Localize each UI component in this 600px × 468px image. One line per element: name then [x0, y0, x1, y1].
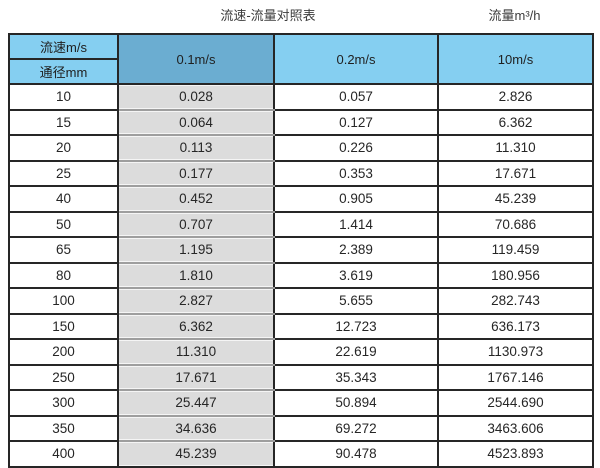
flow-value-cell: 0.028	[117, 83, 275, 111]
table-row: 250 17.671 35.343 1767.146	[8, 363, 594, 391]
flow-value-cell: 0.353	[273, 159, 439, 187]
flow-value-cell: 3463.606	[437, 414, 594, 442]
diameter-cell: 250	[8, 363, 119, 391]
table-row: 350 34.636 69.272 3463.606	[8, 414, 594, 442]
table-row: 200 11.310 22.619 1130.973	[8, 338, 594, 366]
flow-value-cell: 34.636	[117, 414, 275, 442]
flow-value-cell: 2.826	[437, 83, 594, 111]
flow-value-cell: 45.239	[117, 440, 275, 468]
table-row: 400 45.239 90.478 4523.893	[8, 440, 594, 468]
flow-value-cell: 69.272	[273, 414, 439, 442]
flow-value-cell: 0.226	[273, 134, 439, 162]
table-row: 300 25.447 50.894 2544.690	[8, 389, 594, 417]
corner-cell-diameter: 通径mm	[8, 58, 119, 85]
diameter-cell: 200	[8, 338, 119, 366]
diameter-cell: 150	[8, 312, 119, 340]
flow-value-cell: 3.619	[273, 261, 439, 289]
flow-value-cell: 12.723	[273, 312, 439, 340]
diameter-cell: 20	[8, 134, 119, 162]
flow-value-cell: 119.459	[437, 236, 594, 264]
table-row: 40 0.452 0.905 45.239	[8, 185, 594, 213]
diameter-cell: 350	[8, 414, 119, 442]
flow-value-cell: 90.478	[273, 440, 439, 468]
diameter-cell: 400	[8, 440, 119, 468]
diameter-cell: 40	[8, 185, 119, 213]
flow-value-cell: 0.113	[117, 134, 275, 162]
flow-value-cell: 25.447	[117, 389, 275, 417]
flow-value-cell: 6.362	[437, 108, 594, 136]
page-title: 流速-流量对照表	[220, 8, 316, 23]
flow-rate-table: 流速m/s 0.1m/s 0.2m/s 10m/s 通径mm 10 0.028 0.…	[8, 33, 594, 468]
flow-value-cell: 1.195	[117, 236, 275, 264]
flow-value-cell: 35.343	[273, 363, 439, 391]
table-row: 20 0.113 0.226 11.310	[8, 134, 594, 162]
flow-value-cell: 0.064	[117, 108, 275, 136]
flow-value-cell: 17.671	[117, 363, 275, 391]
flow-value-cell: 0.177	[117, 159, 275, 187]
diameter-cell: 300	[8, 389, 119, 417]
flow-value-cell: 45.239	[437, 185, 594, 213]
table-row: 80 1.810 3.619 180.956	[8, 261, 594, 289]
flow-value-cell: 636.173	[437, 312, 594, 340]
table-row: 25 0.177 0.353 17.671	[8, 159, 594, 187]
flow-value-cell: 1130.973	[437, 338, 594, 366]
flow-value-cell: 22.619	[273, 338, 439, 366]
column-header-10ms: 10m/s	[437, 33, 594, 85]
flow-value-cell: 0.127	[273, 108, 439, 136]
flow-value-cell: 0.707	[117, 210, 275, 238]
flow-unit-label: 流量m³/h	[488, 8, 541, 23]
diameter-cell: 100	[8, 287, 119, 315]
diameter-cell: 50	[8, 210, 119, 238]
table-row: 150 6.362 12.723 636.173	[8, 312, 594, 340]
flow-value-cell: 2.827	[117, 287, 275, 315]
header-row-diameter: 通径mm	[8, 58, 593, 85]
flow-value-cell: 2.389	[273, 236, 439, 264]
table-row: 50 0.707 1.414 70.686	[8, 210, 594, 238]
flow-value-cell: 1.414	[273, 210, 439, 238]
diameter-cell: 65	[8, 236, 119, 264]
header-row-velocity: 流速m/s 0.1m/s 0.2m/s 10m/s	[8, 33, 594, 85]
flow-value-cell: 70.686	[437, 210, 594, 238]
flow-value-cell: 2544.690	[437, 389, 594, 417]
table-row: 10 0.028 0.057 2.826	[8, 83, 594, 111]
flow-value-cell: 50.894	[273, 389, 439, 417]
table-row: 100 2.827 5.655 282.743	[8, 287, 594, 315]
flow-value-cell: 0.057	[273, 83, 439, 111]
diameter-cell: 15	[8, 108, 119, 136]
flow-value-cell: 5.655	[273, 287, 439, 315]
table-row: 15 0.064 0.127 6.362	[8, 108, 594, 136]
flow-value-cell: 1767.146	[437, 363, 594, 391]
table-body: 10 0.028 0.057 2.826 15 0.064 0.127 6.362 20 0.11…	[8, 83, 594, 468]
table-row: 65 1.195 2.389 119.459	[8, 236, 594, 264]
corner-cell-velocity: 流速m/s	[8, 33, 119, 60]
flow-value-cell: 282.743	[437, 287, 594, 315]
column-header-0-1ms: 0.1m/s	[117, 33, 275, 85]
column-header-0-2ms: 0.2m/s	[273, 33, 439, 85]
flow-value-cell: 0.452	[117, 185, 275, 213]
table-header: 流速m/s 0.1m/s 0.2m/s 10m/s 通径mm	[8, 33, 594, 85]
flow-value-cell: 11.310	[117, 338, 275, 366]
diameter-cell: 25	[8, 159, 119, 187]
diameter-cell: 10	[8, 83, 119, 111]
flow-value-cell: 1.810	[117, 261, 275, 289]
diameter-cell: 80	[8, 261, 119, 289]
flow-value-cell: 0.905	[273, 185, 439, 213]
flow-value-cell: 180.956	[437, 261, 594, 289]
flow-value-cell: 11.310	[437, 134, 594, 162]
flow-value-cell: 4523.893	[437, 440, 594, 468]
flow-value-cell: 17.671	[437, 159, 594, 187]
flow-value-cell: 6.362	[117, 312, 275, 340]
